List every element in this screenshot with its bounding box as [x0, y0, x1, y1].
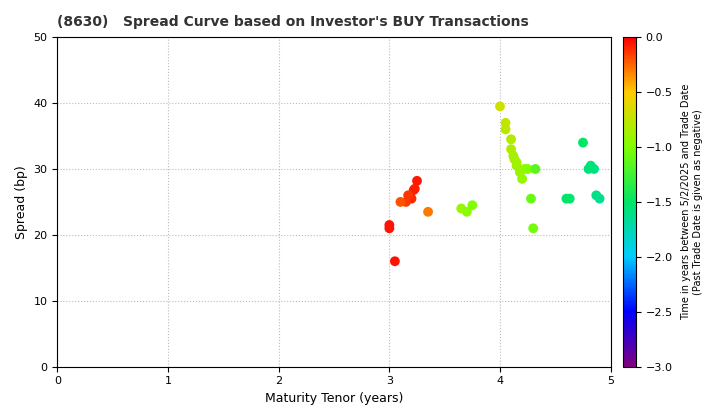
- Point: [403, 195, 415, 202]
- Point: [561, 195, 572, 202]
- Point: [467, 202, 478, 209]
- Point: [500, 119, 511, 126]
- Y-axis label: Time in years between 5/2/2025 and Trade Date
(Past Trade Date is given as negat: Time in years between 5/2/2025 and Trade…: [681, 84, 703, 320]
- Point: [400, 199, 412, 205]
- Point: [528, 225, 539, 232]
- Point: [395, 199, 406, 205]
- Point: [516, 176, 528, 182]
- Point: [406, 195, 418, 202]
- Point: [389, 258, 400, 265]
- Point: [585, 162, 596, 169]
- Point: [408, 187, 420, 194]
- Text: (8630)   Spread Curve based on Investor's BUY Transactions: (8630) Spread Curve based on Investor's …: [58, 15, 529, 29]
- Point: [500, 126, 511, 133]
- Point: [522, 165, 534, 172]
- Point: [461, 208, 472, 215]
- Point: [402, 192, 414, 199]
- Point: [409, 185, 420, 192]
- Point: [511, 159, 523, 166]
- Point: [456, 205, 467, 212]
- Point: [577, 139, 589, 146]
- Point: [411, 178, 423, 184]
- Point: [588, 165, 600, 172]
- Point: [594, 195, 606, 202]
- Point: [514, 169, 526, 176]
- Point: [505, 146, 517, 152]
- Point: [518, 165, 530, 172]
- Point: [564, 195, 575, 202]
- Point: [508, 156, 520, 163]
- X-axis label: Maturity Tenor (years): Maturity Tenor (years): [265, 392, 403, 405]
- Point: [505, 136, 517, 143]
- Point: [508, 152, 519, 159]
- Point: [494, 103, 505, 110]
- Point: [582, 165, 594, 172]
- Point: [530, 165, 541, 172]
- Point: [384, 222, 395, 228]
- Point: [423, 208, 434, 215]
- Point: [384, 225, 395, 232]
- Y-axis label: Spread (bp): Spread (bp): [15, 165, 28, 239]
- Point: [525, 195, 536, 202]
- Point: [590, 192, 602, 199]
- Point: [511, 162, 523, 169]
